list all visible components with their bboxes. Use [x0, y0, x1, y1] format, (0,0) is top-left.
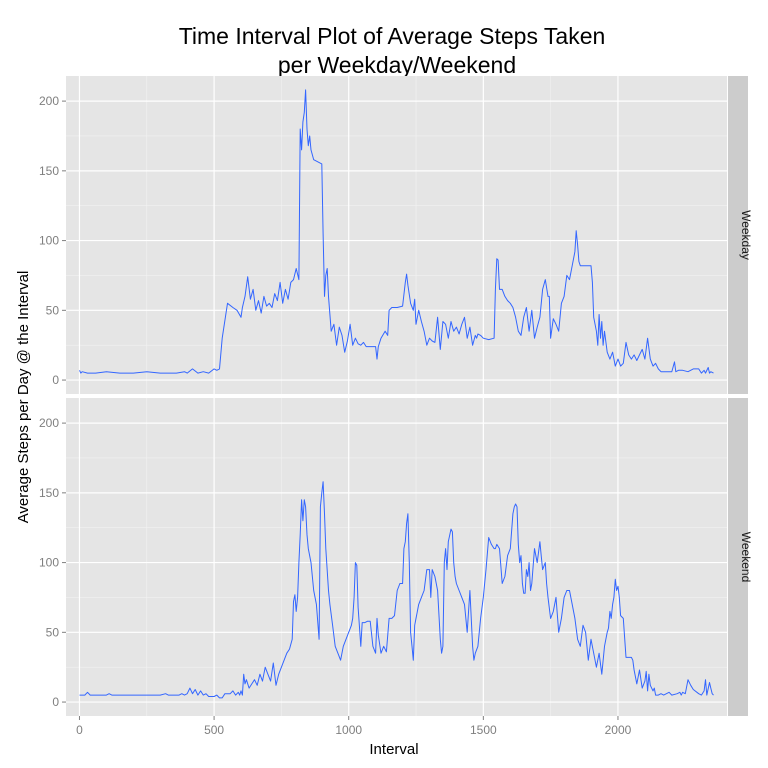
y-tick-label: 150	[39, 486, 59, 500]
y-tick-label: 100	[39, 234, 59, 248]
x-tick-label: 1000	[335, 723, 362, 737]
chart-title-line-2: per Weekday/Weekend	[278, 52, 516, 78]
chart-title-line-1: Time Interval Plot of Average Steps Take…	[179, 23, 606, 49]
y-tick-label: 0	[52, 695, 59, 709]
x-tick-label: 2000	[605, 723, 632, 737]
facet-panel-weekend: 0 50 100 150 200 Weekend	[39, 398, 753, 716]
y-tick-label: 150	[39, 164, 59, 178]
series-line-weekday	[79, 89, 714, 374]
x-axis-ticks: 0 500 1000 1500 2000	[76, 716, 632, 737]
y-tick-label: 100	[39, 556, 59, 570]
y-tick-label: 50	[46, 303, 60, 317]
x-tick-label: 500	[204, 723, 224, 737]
series-line-weekend	[79, 481, 714, 699]
x-axis-title: Interval	[369, 741, 418, 758]
facet-panel-weekday: 0 50 100 150 200 Weekday	[39, 76, 753, 394]
y-tick-label: 0	[52, 373, 59, 387]
y-tick-label: 200	[39, 94, 59, 108]
x-tick-label: 1500	[470, 723, 497, 737]
facet-strip	[728, 398, 748, 716]
facet-panels: 0 50 100 150 200 Weekday 0 50 100 150 200 Weekend	[39, 76, 753, 716]
panel-background	[66, 398, 727, 716]
facet-strip-label: Weekend	[739, 532, 753, 582]
y-tick-label: 50	[46, 625, 60, 639]
y-tick-label: 200	[39, 416, 59, 430]
facet-strip-label: Weekday	[739, 210, 753, 260]
y-axis-title: Average Steps per Day @ the Interval	[15, 271, 32, 524]
panel-background	[66, 76, 727, 394]
x-tick-label: 0	[76, 723, 83, 737]
facet-strip	[728, 76, 748, 394]
